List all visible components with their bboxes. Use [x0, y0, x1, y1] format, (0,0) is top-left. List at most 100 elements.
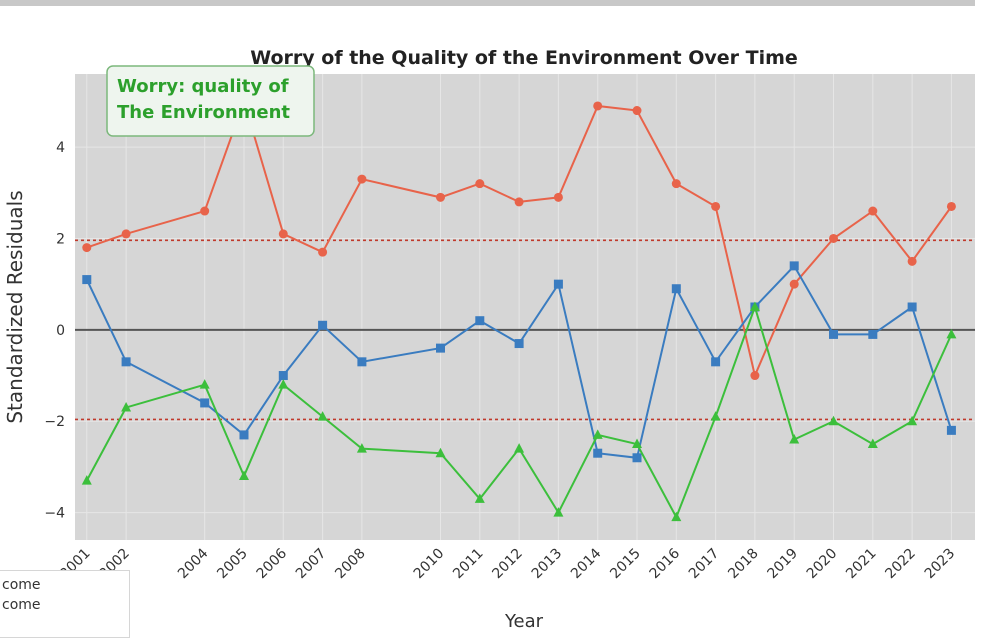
x-tick-label: 2005: [214, 546, 251, 583]
y-tick-label: −2: [44, 414, 65, 430]
data-point: [789, 279, 799, 289]
x-tick-label: 2007: [293, 546, 330, 583]
data-point: [435, 447, 446, 458]
data-point: [199, 379, 210, 389]
data-point: [436, 192, 446, 202]
data-point: [553, 279, 563, 289]
x-tick-label: 2006: [254, 545, 291, 582]
data-point: [239, 430, 249, 440]
data-point: [829, 233, 839, 243]
data-point: [357, 174, 367, 184]
x-axis-label: Year: [504, 611, 544, 632]
data-point: [553, 507, 564, 517]
data-point: [278, 229, 288, 239]
data-point: [238, 470, 249, 481]
annotation-line-2: The Environment: [117, 102, 290, 123]
data-point: [867, 438, 878, 449]
legend-entry: come: [2, 577, 41, 593]
data-point: [514, 443, 525, 453]
annotation-line-1: Worry: quality of: [117, 76, 289, 97]
data-point: [946, 328, 957, 339]
data-point: [750, 371, 760, 381]
x-tick-label: 2012: [489, 546, 526, 583]
legend-entry: come: [2, 597, 41, 613]
data-point: [671, 179, 681, 189]
data-point: [907, 256, 917, 266]
y-tick-label: −4: [44, 506, 65, 522]
data-point: [749, 301, 760, 311]
data-point: [907, 302, 917, 312]
data-point: [474, 493, 485, 503]
data-point: [632, 106, 642, 116]
data-point: [593, 101, 603, 111]
series-circle: [82, 96, 956, 381]
x-tick-label: 2017: [686, 546, 723, 583]
data-point: [121, 402, 132, 412]
data-point: [868, 329, 878, 339]
legend-fragment: come come: [0, 570, 130, 638]
data-point: [632, 453, 642, 463]
x-tick-label: 2014: [568, 545, 605, 582]
data-point: [829, 329, 839, 339]
data-point: [278, 371, 288, 381]
data-point: [711, 357, 721, 367]
y-tick-label: 2: [56, 231, 65, 247]
data-point: [592, 429, 603, 439]
series-layer: [81, 96, 957, 522]
x-tick-label: 2015: [607, 546, 644, 583]
y-tick-label: 0: [56, 323, 65, 339]
data-point: [356, 443, 367, 453]
data-point: [436, 343, 446, 353]
data-point: [81, 475, 92, 485]
data-point: [789, 433, 800, 444]
data-point: [514, 339, 524, 349]
data-point: [514, 197, 524, 207]
x-tick-label: 2010: [411, 546, 448, 583]
data-point: [121, 229, 131, 239]
data-point: [710, 411, 721, 421]
x-tick-label: 2018: [725, 546, 762, 583]
chart-title: Worry of the Quality of the Environment …: [250, 47, 798, 69]
top-border: [0, 0, 975, 6]
data-point: [868, 206, 878, 216]
plot-area: [75, 74, 975, 540]
data-point: [711, 201, 721, 211]
y-tick-labels: −4 −2 0 2 4: [44, 140, 65, 521]
data-point: [278, 379, 289, 389]
data-point: [318, 247, 328, 257]
x-tick-label: 2019: [765, 546, 802, 583]
data-point: [828, 415, 839, 426]
series-square: [82, 261, 956, 463]
data-point: [789, 261, 799, 271]
data-point: [200, 206, 210, 216]
x-tick-label: 2020: [804, 546, 841, 583]
data-point: [553, 192, 563, 202]
data-point: [671, 511, 682, 522]
data-point: [671, 284, 681, 294]
x-tick-label: 2016: [647, 545, 684, 582]
data-point: [318, 320, 328, 330]
x-tick-labels: 2001 2002 2004 2005 2006 2007 2008 2010 2011 2012…: [57, 545, 958, 582]
x-tick-label: 2021: [843, 546, 880, 583]
data-point: [475, 316, 485, 326]
data-point: [632, 438, 643, 449]
x-tick-label: 2022: [882, 546, 919, 583]
y-tick-label: 4: [56, 140, 65, 156]
grid-lines: [75, 74, 975, 540]
x-tick-label: 2011: [450, 546, 487, 583]
data-point: [946, 425, 956, 435]
x-tick-label: 2004: [175, 545, 212, 582]
data-point: [357, 357, 367, 367]
data-point: [593, 448, 603, 458]
y-axis-label: Standardized Residuals: [3, 190, 27, 423]
annotation-box: Worry: quality of The Environment: [106, 65, 315, 137]
series-triangle: [81, 301, 957, 522]
data-point: [200, 398, 210, 408]
data-point: [475, 179, 485, 189]
data-point: [907, 415, 918, 426]
data-point: [82, 275, 92, 285]
x-tick-label: 2013: [529, 546, 566, 583]
data-point: [946, 201, 956, 211]
x-tick-label: 2023: [922, 546, 959, 583]
